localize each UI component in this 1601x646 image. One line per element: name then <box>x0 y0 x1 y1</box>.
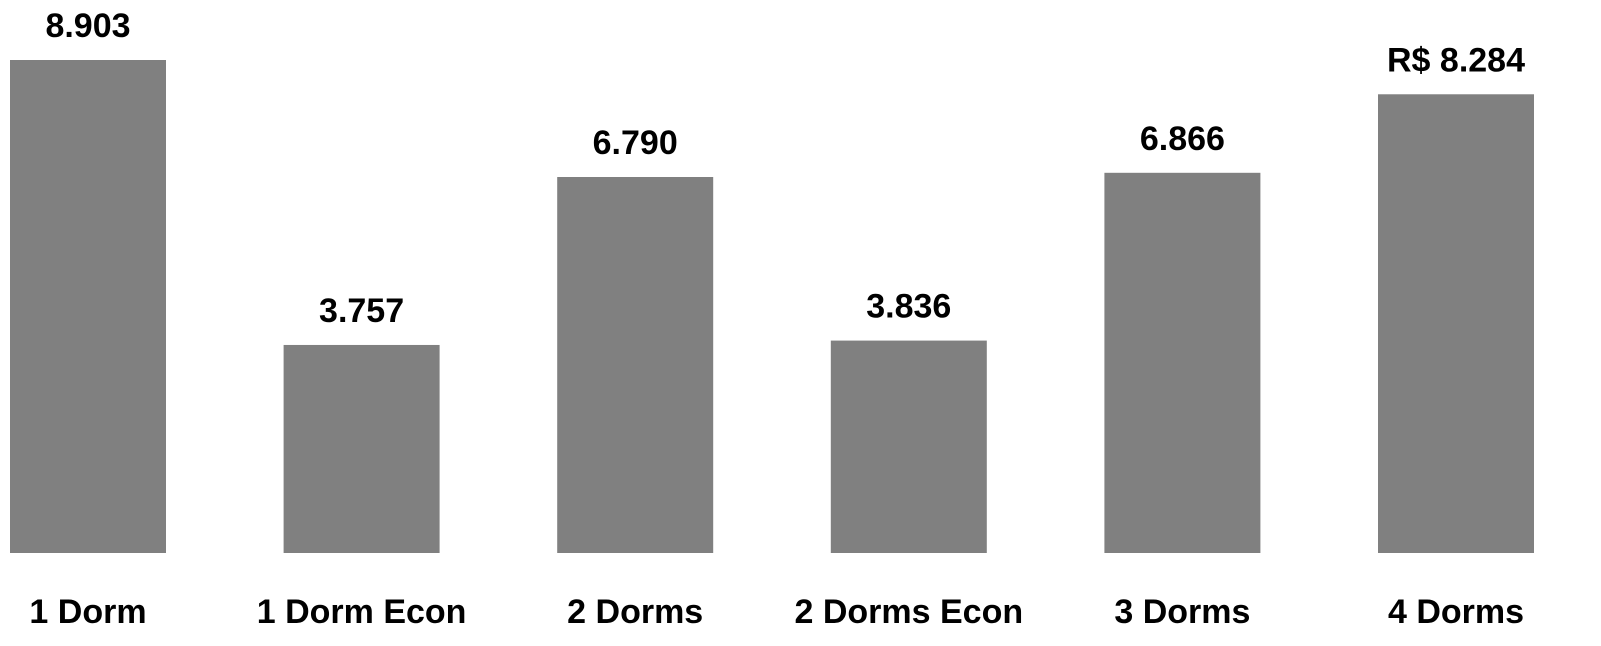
x-tick-label: 4 Dorms <box>1388 593 1524 631</box>
bar <box>1378 94 1534 554</box>
x-tick-label: 2 Dorms Econ <box>794 593 1023 631</box>
x-tick-label: 1 Dorm Econ <box>257 593 467 631</box>
value-label: R$ 8.284 <box>1387 41 1525 79</box>
bar <box>283 344 440 553</box>
bar <box>557 177 714 553</box>
bar <box>1104 172 1261 554</box>
value-label: 3.836 <box>866 288 951 326</box>
x-tick-label: 3 Dorms <box>1114 593 1250 631</box>
value-label: 8.903 <box>45 7 130 45</box>
value-label: 6.790 <box>593 124 678 162</box>
bar <box>10 60 166 553</box>
value-label: 3.757 <box>319 292 404 330</box>
bar <box>830 340 987 553</box>
x-tick-label: 1 Dorm <box>29 593 146 631</box>
value-label: 6.866 <box>1140 120 1225 158</box>
x-tick-label: 2 Dorms <box>567 593 703 631</box>
